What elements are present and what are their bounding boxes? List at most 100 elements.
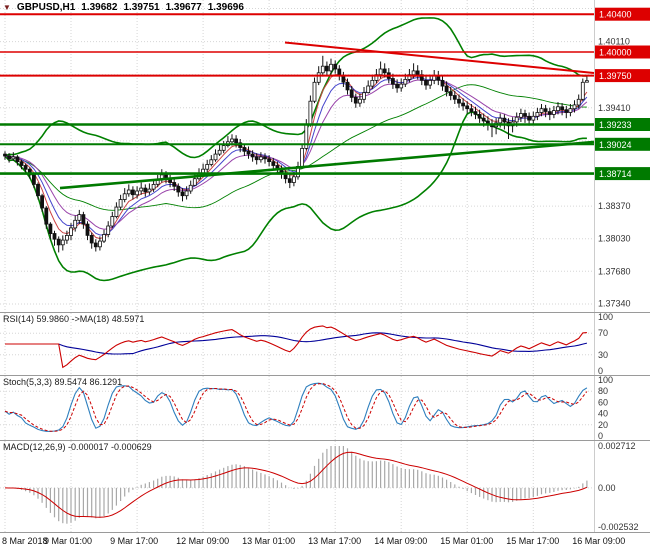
- candle-body: [399, 83, 404, 89]
- candle-body: [411, 70, 416, 76]
- candle-body: [205, 164, 210, 170]
- price-chart-panel: 1.40110 1.39410 1.38370 1.38030 1.37680 1.373…: [0, 0, 650, 313]
- candle-body: [172, 182, 177, 187]
- candle-body: [378, 68, 383, 76]
- candle-body: [345, 81, 350, 91]
- trendline-1[interactable]: [284, 41, 595, 74]
- price-tag-label: 1.39750: [599, 71, 632, 81]
- candle-body: [271, 161, 276, 166]
- candle-body: [263, 156, 267, 160]
- bollinger-upper-band: [4, 17, 587, 159]
- stoch-tick-label: 60: [598, 397, 608, 407]
- time-axis-label: 8 Mar 2018: [2, 536, 48, 546]
- ema-13-line: [4, 79, 588, 230]
- candle-body: [531, 115, 536, 121]
- candle-body: [139, 187, 144, 192]
- candle-body: [213, 153, 218, 161]
- candle-body: [572, 104, 577, 110]
- rsi-line: [5, 325, 587, 369]
- time-axis-label: 9 Mar 17:00: [110, 536, 159, 546]
- stoch-tick-label: 40: [598, 409, 608, 419]
- candle-body: [320, 65, 325, 74]
- rsi-tick-label: 0: [598, 366, 603, 375]
- candle-body: [357, 98, 362, 104]
- candle-body: [382, 68, 387, 74]
- candle-body: [93, 242, 98, 248]
- rsi-tick-label: 70: [598, 328, 608, 338]
- rsi-canvas[interactable]: 100 70 30 0: [0, 313, 650, 375]
- candle-body: [287, 178, 292, 183]
- price-tick-label: 1.38030: [598, 233, 631, 243]
- price-tag-label: 1.40000: [599, 48, 632, 58]
- candle-body: [502, 117, 507, 123]
- price-tick-label: 1.37680: [598, 266, 631, 276]
- candle-body: [523, 113, 527, 117]
- price-tag: [595, 45, 650, 59]
- candle-body: [390, 78, 395, 85]
- price-tick-label: 1.37340: [598, 299, 631, 309]
- price-chart-canvas[interactable]: 1.40110 1.39410 1.38370 1.38030 1.37680 1.373…: [0, 0, 650, 312]
- candle-body: [477, 114, 482, 119]
- candle-body: [40, 195, 44, 209]
- candle-body: [333, 63, 338, 70]
- candle-body: [89, 234, 94, 244]
- candle-body: [122, 193, 127, 200]
- price-tick-label: 1.38370: [598, 201, 631, 211]
- candle-body: [118, 199, 123, 208]
- candle-body: [444, 85, 449, 93]
- candle-body: [69, 227, 73, 236]
- candle-body: [209, 159, 214, 165]
- trendline-2[interactable]: [59, 140, 595, 190]
- candle-body: [242, 147, 247, 152]
- price-tag: [595, 69, 650, 83]
- candle-body: [428, 80, 433, 86]
- candle-body: [98, 240, 102, 248]
- candle-body: [32, 174, 36, 185]
- candle-body: [415, 70, 420, 76]
- stoch-tick-label: 80: [598, 386, 608, 396]
- candle-body: [188, 184, 193, 192]
- time-axis-label: 15 Mar 17:00: [506, 536, 560, 546]
- candle-body: [440, 80, 445, 87]
- candle-body: [102, 234, 106, 242]
- candle-body: [519, 113, 523, 118]
- rsi-panel: 100 70 30 0 RSI(14) 59.9860 ->MA(18) 48.597…: [0, 313, 650, 376]
- candle-body: [448, 91, 453, 96]
- candle-body: [180, 191, 185, 197]
- candle-body: [395, 83, 400, 89]
- candle-body: [184, 190, 189, 197]
- candle-body: [52, 233, 57, 240]
- candle-body: [60, 239, 65, 246]
- time-axis-label: 9 Mar 01:00: [44, 536, 93, 546]
- candle-body: [130, 189, 135, 196]
- candle-body: [353, 97, 358, 104]
- candle-body: [217, 149, 222, 155]
- candle-body: [126, 189, 131, 195]
- candle-body: [580, 81, 585, 100]
- macd-canvas[interactable]: 0.002712 0.00 -0.002532: [0, 441, 650, 532]
- candle-body: [527, 115, 531, 121]
- candle-body: [556, 106, 560, 112]
- price-tag-label: 1.38714: [599, 169, 632, 179]
- candle-body: [3, 153, 7, 157]
- candle-body: [267, 158, 272, 163]
- candle-body: [465, 105, 470, 110]
- macd-signal-line: [4, 451, 588, 518]
- candle-body: [543, 108, 548, 112]
- candle-body: [106, 225, 111, 235]
- candle-body: [254, 156, 259, 161]
- time-axis[interactable]: 8 Mar 2018 9 Mar 01:00 9 Mar 17:00 12 Mar 0…: [0, 533, 650, 550]
- candle-body: [585, 80, 589, 83]
- stoch-tick-label: 0: [598, 431, 603, 440]
- time-axis-label: 16 Mar 09:00: [572, 536, 626, 546]
- candle-body: [221, 145, 226, 151]
- time-axis-label: 15 Mar 01:00: [440, 536, 494, 546]
- candle-body: [143, 187, 148, 193]
- rsi-ma-line: [5, 332, 588, 355]
- stochastic-k-line: [4, 382, 588, 433]
- candle-body: [300, 147, 305, 167]
- candle-body: [250, 153, 255, 158]
- candle-body: [324, 65, 329, 72]
- candle-body: [44, 207, 49, 225]
